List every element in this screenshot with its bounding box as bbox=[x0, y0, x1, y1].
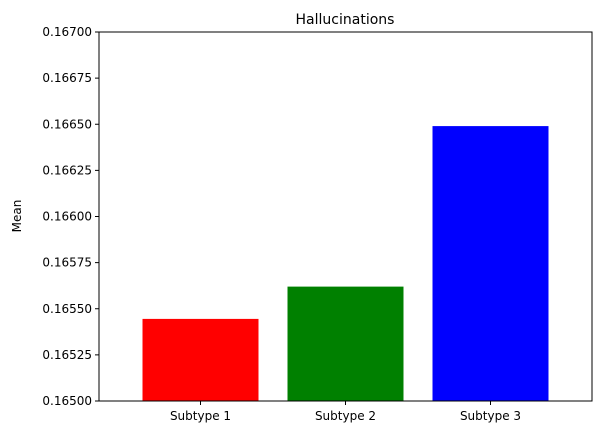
x-tick-label-2: Subtype 2 bbox=[315, 409, 376, 423]
bar-2 bbox=[287, 286, 404, 401]
y-tick-label-7: 0.16650 bbox=[42, 117, 92, 131]
plot-frame bbox=[98, 31, 593, 402]
y-tick-label-4: 0.16575 bbox=[42, 256, 92, 270]
y-tick-label-5: 0.16600 bbox=[42, 210, 92, 224]
y-tick-label-3: 0.16550 bbox=[42, 302, 92, 316]
y-axis-label: Mean bbox=[10, 200, 24, 233]
x-ticks-group: Subtype 1 Subtype 2 Subtype 3 bbox=[170, 401, 521, 423]
y-tick-label-6: 0.16625 bbox=[42, 163, 92, 177]
chart-title: Hallucinations bbox=[296, 12, 395, 28]
bar-1 bbox=[142, 318, 259, 401]
bars-group bbox=[142, 126, 549, 401]
x-tick-label-3: Subtype 3 bbox=[460, 409, 521, 423]
y-tick-label-2: 0.16525 bbox=[42, 348, 92, 362]
x-tick-label-1: Subtype 1 bbox=[170, 409, 231, 423]
y-tick-label-9: 0.16700 bbox=[42, 25, 92, 39]
bar-3 bbox=[432, 126, 549, 401]
y-tick-label-8: 0.16675 bbox=[42, 71, 92, 85]
y-tick-label-1: 0.16500 bbox=[42, 394, 92, 408]
y-ticks-group: 0.16500 0.16525 0.16550 0.16575 0.16600 0.166… bbox=[42, 25, 99, 408]
